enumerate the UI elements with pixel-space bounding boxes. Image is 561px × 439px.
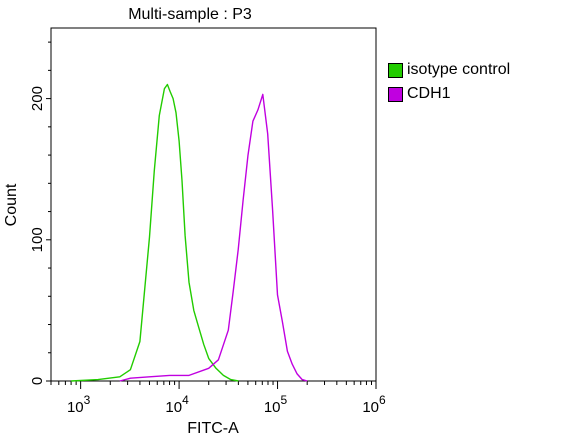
x-tick-exponent: 3 [84, 393, 91, 407]
axis-ticks: 0 100 200 103 104 105 106 [29, 41, 386, 416]
x-tick-exponent: 5 [281, 393, 288, 407]
series-line-isotype-control [71, 83, 239, 382]
x-tick-exponent: 4 [182, 393, 189, 407]
x-tick-label: 106 [362, 393, 386, 416]
series-line-cdh1 [119, 93, 308, 382]
x-axis-label: FITC-A [187, 420, 239, 437]
x-tick-label: 105 [264, 393, 288, 416]
legend-item-isotype-control: isotype control [388, 59, 510, 81]
legend-label-isotype-control: isotype control [407, 61, 511, 78]
x-tick-label: 103 [67, 393, 91, 416]
plot-frame [50, 27, 377, 382]
x-tick-label: 104 [165, 393, 189, 416]
y-tick-label: 100 [29, 227, 46, 252]
y-tick-label: 200 [29, 86, 46, 111]
legend-label-cdh1: CDH1 [407, 85, 451, 102]
x-tick-exponent: 6 [379, 393, 386, 407]
y-tick-label: 0 [29, 377, 46, 385]
series-lines [71, 83, 308, 382]
legend: isotype control CDH1 [388, 59, 510, 107]
chart-title: Multi-sample : P3 [128, 6, 252, 23]
legend-item-cdh1: CDH1 [388, 83, 510, 105]
y-axis-label: Count [3, 183, 20, 226]
legend-swatch-isotype-control [388, 62, 403, 78]
legend-swatch-cdh1 [388, 86, 403, 102]
